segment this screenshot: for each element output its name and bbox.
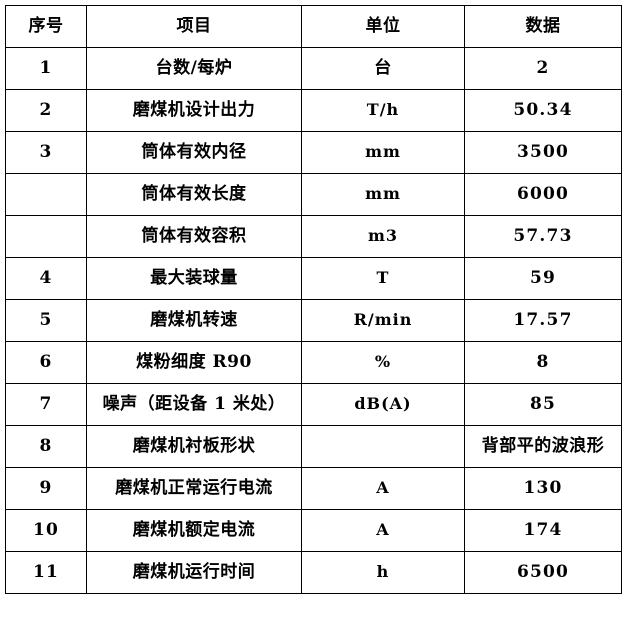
cell-data: 57.73	[464, 215, 622, 258]
cell-data: 59	[464, 257, 622, 300]
cell-seq: 5	[5, 299, 87, 342]
cell-data: 85	[464, 383, 622, 426]
cell-item: 磨煤机设计出力	[86, 89, 302, 132]
column-header-unit: 单位	[301, 5, 465, 48]
column-header-data: 数据	[464, 5, 622, 48]
cell-item: 筒体有效内径	[86, 131, 302, 174]
cell-seq: 1	[5, 47, 87, 90]
cell-seq: 7	[5, 383, 87, 426]
cell-unit: mm	[301, 131, 465, 174]
cell-unit: T	[301, 257, 465, 300]
table-row: 9 磨煤机正常运行电流 A 130	[5, 467, 622, 510]
table-row: 5 磨煤机转速 R/min 17.57	[5, 299, 622, 342]
cell-seq: 8	[5, 425, 87, 468]
cell-seq: 6	[5, 341, 87, 384]
table-body: 序号 项目 单位 数据 1 台数/每炉 台 2 2 磨煤机设计出力 T/h 50…	[5, 5, 622, 594]
cell-item: 磨煤机额定电流	[86, 509, 302, 552]
cell-seq: 4	[5, 257, 87, 300]
cell-item: 筒体有效长度	[86, 173, 302, 216]
table-row: 6 煤粉细度 R90 % 8	[5, 341, 622, 384]
cell-unit: A	[301, 467, 465, 510]
cell-item: 磨煤机转速	[86, 299, 302, 342]
table-row: 筒体有效长度 mm 6000	[5, 173, 622, 216]
cell-unit: R/min	[301, 299, 465, 342]
table-row: 4 最大装球量 T 59	[5, 257, 622, 300]
cell-item: 磨煤机运行时间	[86, 551, 302, 594]
coal-mill-spec-table: 序号 项目 单位 数据 1 台数/每炉 台 2 2 磨煤机设计出力 T/h 50…	[5, 5, 622, 594]
table-row: 筒体有效容积 m3 57.73	[5, 215, 622, 258]
column-header-seq: 序号	[5, 5, 87, 48]
table-row: 8 磨煤机衬板形状 背部平的波浪形	[5, 425, 622, 468]
cell-item: 磨煤机衬板形状	[86, 425, 302, 468]
cell-unit: h	[301, 551, 465, 594]
cell-seq: 2	[5, 89, 87, 132]
cell-item: 磨煤机正常运行电流	[86, 467, 302, 510]
cell-data: 6500	[464, 551, 622, 594]
table-row: 11 磨煤机运行时间 h 6500	[5, 551, 622, 594]
cell-seq: 10	[5, 509, 87, 552]
column-header-item: 项目	[86, 5, 302, 48]
cell-item: 最大装球量	[86, 257, 302, 300]
cell-seq	[5, 215, 87, 258]
table-row: 7 噪声（距设备 1 米处） dB(A) 85	[5, 383, 622, 426]
table-row: 3 筒体有效内径 mm 3500	[5, 131, 622, 174]
cell-data: 174	[464, 509, 622, 552]
table-row: 1 台数/每炉 台 2	[5, 47, 622, 90]
cell-item: 噪声（距设备 1 米处）	[86, 383, 302, 426]
cell-data: 3500	[464, 131, 622, 174]
cell-data: 50.34	[464, 89, 622, 132]
cell-seq: 11	[5, 551, 87, 594]
cell-item: 煤粉细度 R90	[86, 341, 302, 384]
table-row: 2 磨煤机设计出力 T/h 50.34	[5, 89, 622, 132]
cell-data: 130	[464, 467, 622, 510]
cell-seq: 3	[5, 131, 87, 174]
cell-data: 17.57	[464, 299, 622, 342]
cell-unit: 台	[301, 47, 465, 90]
cell-seq	[5, 173, 87, 216]
cell-data: 2	[464, 47, 622, 90]
cell-item: 筒体有效容积	[86, 215, 302, 258]
cell-data: 背部平的波浪形	[464, 425, 622, 468]
table-row: 10 磨煤机额定电流 A 174	[5, 509, 622, 552]
cell-data: 8	[464, 341, 622, 384]
cell-data: 6000	[464, 173, 622, 216]
table-header-row: 序号 项目 单位 数据	[5, 5, 622, 48]
cell-unit: mm	[301, 173, 465, 216]
cell-seq: 9	[5, 467, 87, 510]
cell-unit: dB(A)	[301, 383, 465, 426]
cell-unit: A	[301, 509, 465, 552]
cell-unit	[301, 425, 465, 468]
cell-unit: T/h	[301, 89, 465, 132]
cell-unit: %	[301, 341, 465, 384]
cell-item: 台数/每炉	[86, 47, 302, 90]
cell-unit: m3	[301, 215, 465, 258]
